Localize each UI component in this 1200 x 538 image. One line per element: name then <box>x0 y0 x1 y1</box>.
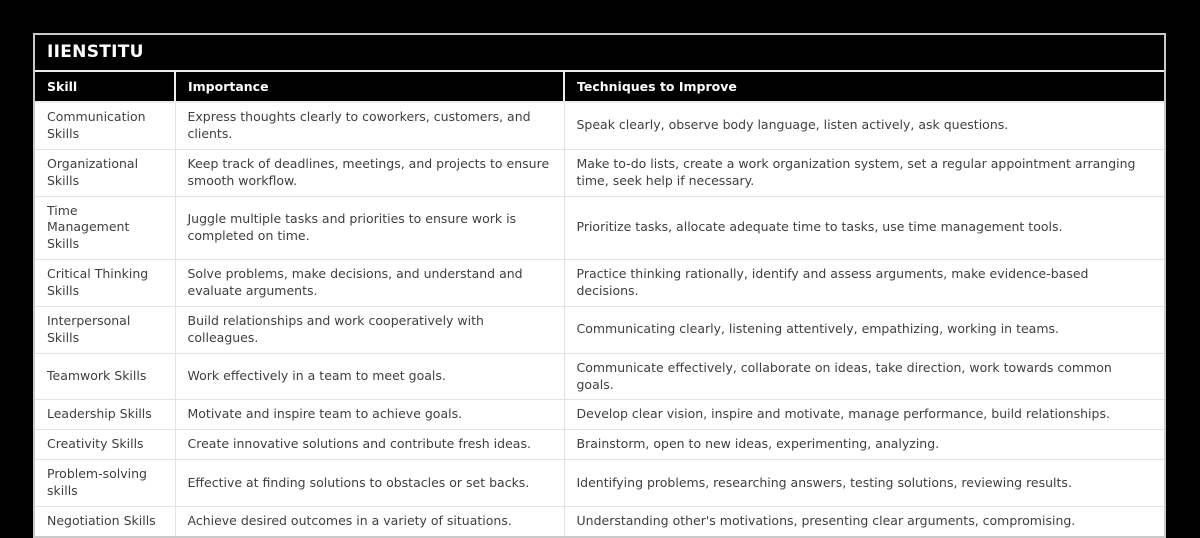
table-row: Creativity Skills Create innovative solu… <box>35 429 1164 460</box>
skill-cell: Organizational Skills <box>35 148 175 196</box>
skills-table-panel: IIENSTITU Skill Importance Techniques to… <box>33 33 1166 538</box>
skill-cell: Problem-solving skills <box>35 459 175 507</box>
table-row: Communication Skills Express thoughts cl… <box>35 102 1164 150</box>
brand-title: IIENSTITU <box>35 35 1164 72</box>
column-header-techniques: Techniques to Improve <box>563 72 1164 103</box>
techniques-cell: Practice thinking rationally, identify a… <box>563 259 1164 307</box>
skill-cell: Negotiation Skills <box>35 505 175 536</box>
importance-cell: Create innovative solutions and contribu… <box>174 429 564 460</box>
table-row: Teamwork Skills Work effectively in a te… <box>35 352 1164 400</box>
importance-cell: Express thoughts clearly to coworkers, c… <box>174 102 564 150</box>
skill-cell: Communication Skills <box>35 102 175 150</box>
table-header: Skill Importance Techniques to Improve <box>35 72 1164 103</box>
techniques-cell: Brainstorm, open to new ideas, experimen… <box>563 429 1164 460</box>
techniques-cell: Understanding other's motivations, prese… <box>563 505 1164 536</box>
table-row: Problem-solving skills Effective at find… <box>35 459 1164 507</box>
techniques-cell: Prioritize tasks, allocate adequate time… <box>563 195 1164 260</box>
table-row: Time Management Skills Juggle multiple t… <box>35 195 1164 260</box>
column-header-importance: Importance <box>174 72 564 103</box>
skills-table: Skill Importance Techniques to Improve C… <box>35 72 1164 536</box>
skill-cell: Leadership Skills <box>35 399 175 430</box>
importance-cell: Keep track of deadlines, meetings, and p… <box>174 148 564 196</box>
table-row: Critical Thinking Skills Solve problems,… <box>35 259 1164 307</box>
table-row: Negotiation Skills Achieve desired outco… <box>35 505 1164 536</box>
column-header-skill: Skill <box>35 72 175 103</box>
skill-cell: Time Management Skills <box>35 195 175 260</box>
table-row: Organizational Skills Keep track of dead… <box>35 148 1164 196</box>
skill-cell: Critical Thinking Skills <box>35 259 175 307</box>
techniques-cell: Develop clear vision, inspire and motiva… <box>563 399 1164 430</box>
skill-cell: Interpersonal Skills <box>35 305 175 354</box>
techniques-cell: Speak clearly, observe body language, li… <box>563 102 1164 150</box>
header-row: Skill Importance Techniques to Improve <box>35 72 1164 103</box>
table-row: Interpersonal Skills Build relationships… <box>35 305 1164 354</box>
importance-cell: Juggle multiple tasks and priorities to … <box>174 195 564 260</box>
table-body: Communication Skills Express thoughts cl… <box>35 102 1164 536</box>
techniques-cell: Communicate effectively, collaborate on … <box>563 352 1164 400</box>
table-row: Leadership Skills Motivate and inspire t… <box>35 399 1164 430</box>
techniques-cell: Identifying problems, researching answer… <box>563 459 1164 507</box>
importance-cell: Achieve desired outcomes in a variety of… <box>174 505 564 536</box>
importance-cell: Work effectively in a team to meet goals… <box>174 352 564 400</box>
importance-cell: Effective at finding solutions to obstac… <box>174 459 564 507</box>
importance-cell: Solve problems, make decisions, and unde… <box>174 259 564 307</box>
importance-cell: Motivate and inspire team to achieve goa… <box>174 399 564 430</box>
importance-cell: Build relationships and work cooperative… <box>174 305 564 354</box>
techniques-cell: Communicating clearly, listening attenti… <box>563 305 1164 354</box>
skill-cell: Teamwork Skills <box>35 352 175 400</box>
skill-cell: Creativity Skills <box>35 429 175 460</box>
techniques-cell: Make to-do lists, create a work organiza… <box>563 148 1164 196</box>
